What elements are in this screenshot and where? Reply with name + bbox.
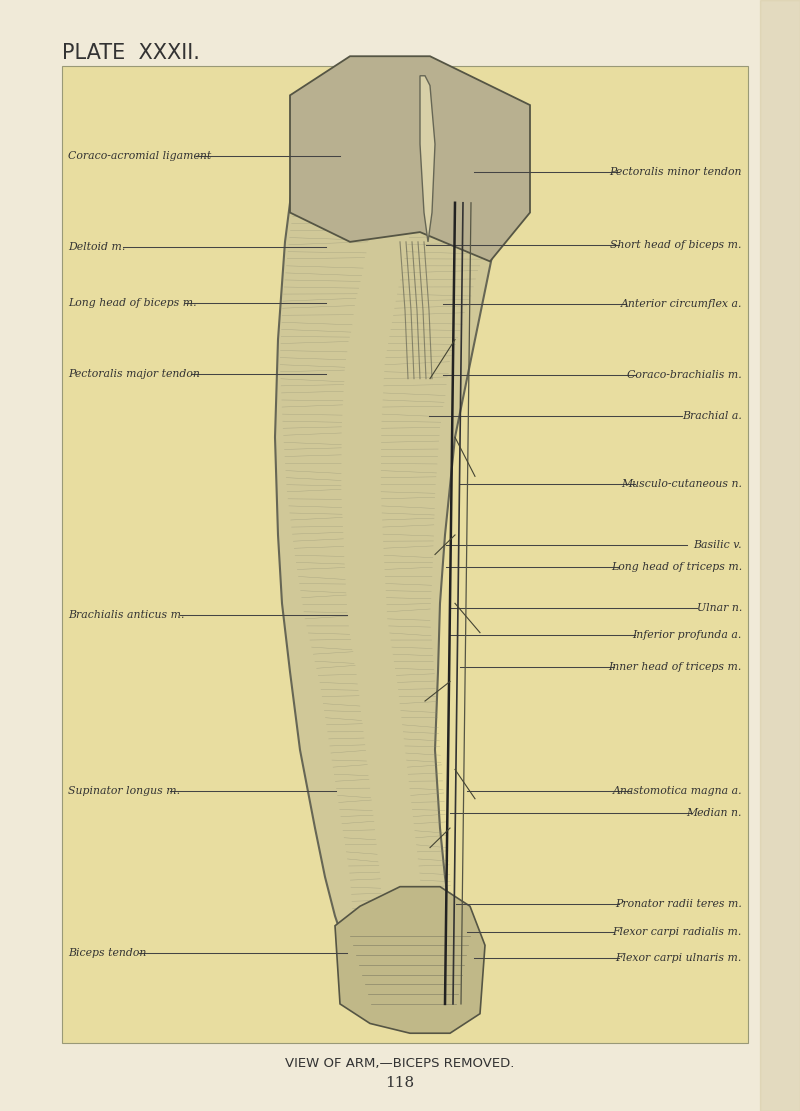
Text: PLATE  XXXII.: PLATE XXXII. bbox=[62, 43, 200, 63]
Polygon shape bbox=[420, 76, 435, 242]
Text: Basilic v.: Basilic v. bbox=[694, 540, 742, 550]
Text: Pectoralis major tendon: Pectoralis major tendon bbox=[68, 369, 200, 379]
Text: Long head of triceps m.: Long head of triceps m. bbox=[610, 562, 742, 572]
Text: Flexor carpi ulnaris m.: Flexor carpi ulnaris m. bbox=[616, 953, 742, 963]
Text: Anterior circumflex a.: Anterior circumflex a. bbox=[621, 299, 742, 309]
Text: Long head of biceps m.: Long head of biceps m. bbox=[68, 299, 197, 309]
Text: Biceps tendon: Biceps tendon bbox=[68, 948, 146, 958]
Text: Musculo-cutaneous n.: Musculo-cutaneous n. bbox=[621, 479, 742, 489]
Bar bbox=[62, 66, 748, 1043]
Text: Pronator radii teres m.: Pronator radii teres m. bbox=[615, 899, 742, 909]
Text: Median n.: Median n. bbox=[686, 809, 742, 819]
Text: Deltoid m.: Deltoid m. bbox=[68, 242, 126, 252]
Text: Anastomotica magna a.: Anastomotica magna a. bbox=[612, 785, 742, 795]
Polygon shape bbox=[335, 887, 485, 1033]
Text: 118: 118 bbox=[386, 1075, 414, 1090]
Polygon shape bbox=[275, 106, 520, 1004]
Text: Short head of biceps m.: Short head of biceps m. bbox=[610, 240, 742, 250]
Text: Flexor carpi radialis m.: Flexor carpi radialis m. bbox=[613, 927, 742, 937]
Text: Coraco-brachialis m.: Coraco-brachialis m. bbox=[627, 370, 742, 380]
Text: Inferior profunda a.: Inferior profunda a. bbox=[633, 630, 742, 640]
Text: Coraco-acromial ligament: Coraco-acromial ligament bbox=[68, 151, 211, 161]
Polygon shape bbox=[290, 57, 530, 261]
Text: Brachial a.: Brachial a. bbox=[682, 411, 742, 421]
Text: Inner head of triceps m.: Inner head of triceps m. bbox=[609, 662, 742, 672]
Text: Pectoralis minor tendon: Pectoralis minor tendon bbox=[610, 167, 742, 177]
Text: VIEW OF ARM,—BICEPS REMOVED.: VIEW OF ARM,—BICEPS REMOVED. bbox=[286, 1057, 514, 1070]
Text: Brachialis anticus m.: Brachialis anticus m. bbox=[68, 610, 185, 620]
Text: Ulnar n.: Ulnar n. bbox=[697, 603, 742, 613]
Text: Supinator longus m.: Supinator longus m. bbox=[68, 785, 180, 795]
